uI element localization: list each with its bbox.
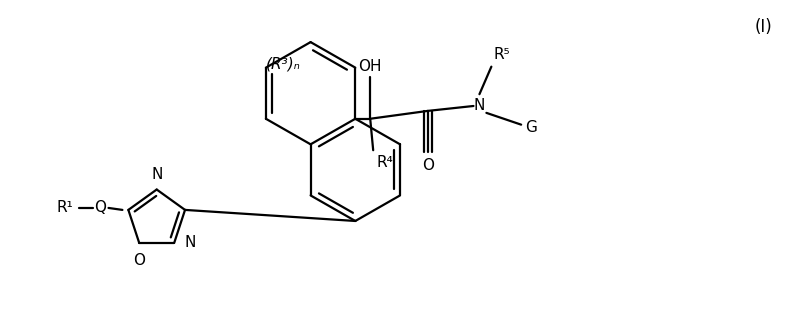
Text: N: N bbox=[184, 235, 195, 250]
Text: O: O bbox=[133, 253, 145, 268]
Text: R¹: R¹ bbox=[57, 201, 73, 215]
Text: N: N bbox=[474, 98, 485, 113]
Text: (R³)ₙ: (R³)ₙ bbox=[266, 56, 300, 71]
Text: OH: OH bbox=[358, 58, 382, 73]
Text: O: O bbox=[422, 158, 434, 173]
Text: R⁴: R⁴ bbox=[376, 155, 393, 170]
Text: R⁵: R⁵ bbox=[494, 47, 510, 62]
Text: N: N bbox=[151, 167, 162, 182]
Text: G: G bbox=[525, 120, 537, 135]
Text: Q: Q bbox=[94, 201, 106, 215]
Text: (I): (I) bbox=[754, 18, 772, 35]
